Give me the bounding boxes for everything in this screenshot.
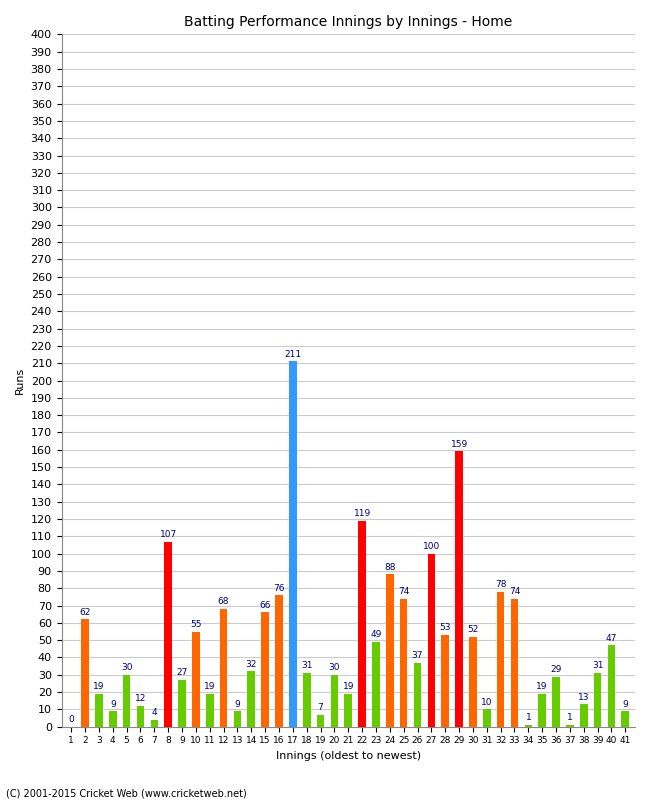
Bar: [317, 714, 324, 726]
Text: 19: 19: [204, 682, 216, 691]
Bar: [109, 711, 116, 726]
Bar: [566, 725, 574, 726]
Bar: [136, 706, 144, 726]
Text: 30: 30: [329, 663, 340, 672]
Text: 27: 27: [176, 668, 188, 678]
Bar: [441, 635, 449, 726]
Bar: [95, 694, 103, 726]
Bar: [358, 521, 366, 726]
Bar: [552, 677, 560, 726]
Text: 74: 74: [398, 587, 410, 596]
Text: 100: 100: [422, 542, 440, 551]
X-axis label: Innings (oldest to newest): Innings (oldest to newest): [276, 751, 421, 761]
Bar: [580, 704, 588, 726]
Bar: [331, 674, 338, 726]
Text: 9: 9: [110, 699, 116, 709]
Bar: [511, 598, 518, 726]
Text: 13: 13: [578, 693, 590, 702]
Text: 10: 10: [481, 698, 493, 707]
Text: 32: 32: [246, 660, 257, 669]
Text: 76: 76: [273, 583, 285, 593]
Bar: [248, 671, 255, 726]
Bar: [483, 710, 491, 726]
Text: 53: 53: [439, 623, 451, 632]
Text: 19: 19: [93, 682, 105, 691]
Text: 211: 211: [284, 350, 302, 359]
Text: 49: 49: [370, 630, 382, 639]
Bar: [289, 362, 296, 726]
Bar: [81, 619, 89, 726]
Text: 47: 47: [606, 634, 617, 642]
Text: 29: 29: [551, 665, 562, 674]
Bar: [428, 554, 436, 726]
Text: 119: 119: [354, 509, 370, 518]
Text: 88: 88: [384, 563, 396, 572]
Bar: [123, 674, 131, 726]
Text: 9: 9: [623, 699, 628, 709]
Text: 52: 52: [467, 625, 478, 634]
Bar: [344, 694, 352, 726]
Bar: [469, 637, 476, 726]
Bar: [386, 574, 394, 726]
Bar: [233, 711, 241, 726]
Text: 7: 7: [318, 703, 324, 712]
Bar: [275, 595, 283, 726]
Text: 30: 30: [121, 663, 133, 672]
Bar: [413, 662, 421, 726]
Text: 55: 55: [190, 620, 202, 629]
Text: 0: 0: [68, 715, 74, 724]
Bar: [261, 613, 269, 726]
Text: 1: 1: [525, 714, 531, 722]
Bar: [164, 542, 172, 726]
Text: 62: 62: [79, 608, 91, 617]
Bar: [372, 642, 380, 726]
Text: 19: 19: [343, 682, 354, 691]
Bar: [525, 725, 532, 726]
Bar: [220, 609, 228, 726]
Text: (C) 2001-2015 Cricket Web (www.cricketweb.net): (C) 2001-2015 Cricket Web (www.cricketwe…: [6, 788, 247, 798]
Bar: [455, 451, 463, 726]
Bar: [497, 592, 504, 726]
Bar: [400, 598, 408, 726]
Text: 4: 4: [151, 708, 157, 718]
Text: 9: 9: [235, 699, 240, 709]
Text: 1: 1: [567, 714, 573, 722]
Bar: [192, 631, 200, 726]
Bar: [621, 711, 629, 726]
Text: 37: 37: [411, 651, 423, 660]
Text: 74: 74: [509, 587, 520, 596]
Y-axis label: Runs: Runs: [15, 367, 25, 394]
Text: 31: 31: [592, 662, 603, 670]
Bar: [594, 673, 601, 726]
Text: 107: 107: [159, 530, 177, 539]
Bar: [608, 646, 616, 726]
Bar: [303, 673, 311, 726]
Bar: [151, 720, 158, 726]
Text: 159: 159: [450, 440, 468, 449]
Text: 12: 12: [135, 694, 146, 703]
Bar: [538, 694, 546, 726]
Text: 68: 68: [218, 598, 229, 606]
Text: 78: 78: [495, 580, 506, 589]
Text: 19: 19: [536, 682, 548, 691]
Bar: [206, 694, 214, 726]
Text: 31: 31: [301, 662, 313, 670]
Title: Batting Performance Innings by Innings - Home: Batting Performance Innings by Innings -…: [184, 15, 512, 29]
Text: 66: 66: [259, 601, 271, 610]
Bar: [178, 680, 186, 726]
